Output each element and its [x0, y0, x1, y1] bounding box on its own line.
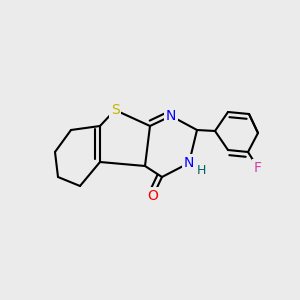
Text: O: O — [148, 189, 158, 203]
Text: N: N — [184, 156, 194, 170]
Text: S: S — [111, 103, 119, 117]
Text: F: F — [254, 161, 262, 175]
Text: H: H — [196, 164, 206, 176]
Text: N: N — [166, 109, 176, 123]
